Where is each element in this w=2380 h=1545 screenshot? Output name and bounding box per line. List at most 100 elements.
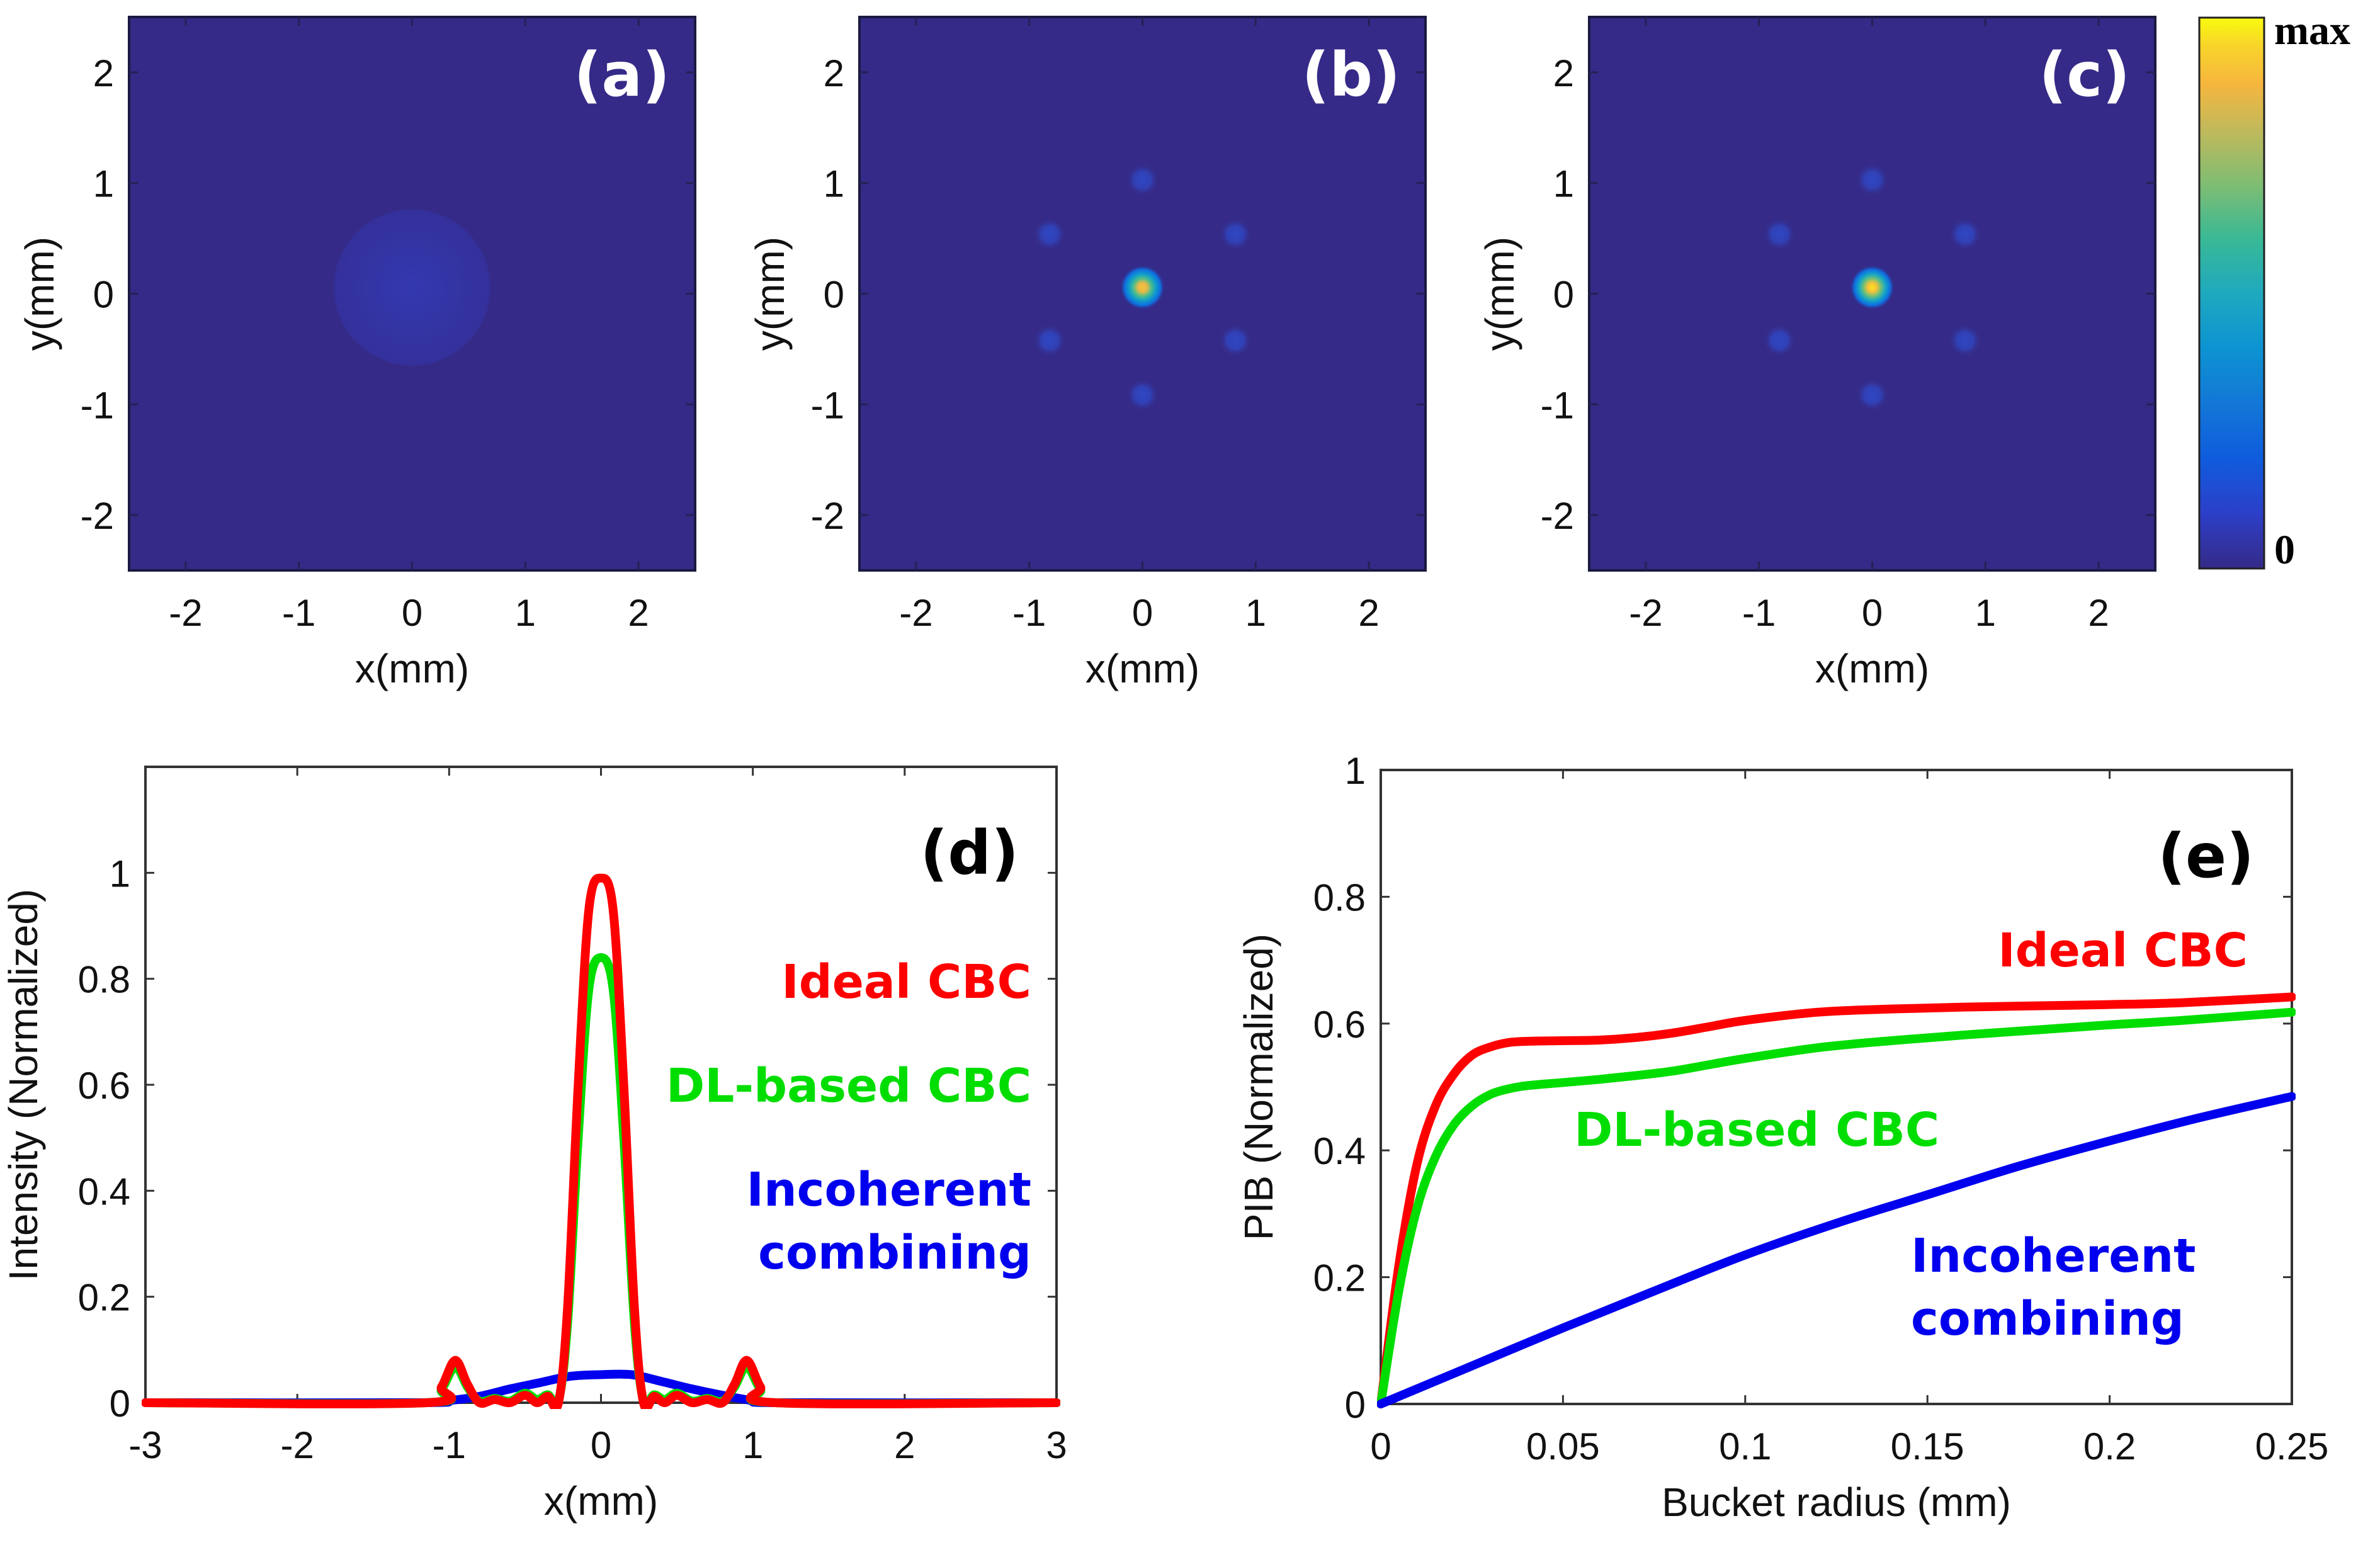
- y-tick-label: -2: [81, 495, 114, 537]
- y-axis-label: Intensity (Normalized): [1, 889, 46, 1281]
- x-tick-label: 2: [1358, 592, 1379, 634]
- y-tick-label: 0: [824, 274, 844, 316]
- x-tick-label: 2: [2088, 592, 2109, 634]
- series-annotation-incoherent: Incoherent: [746, 1163, 1031, 1217]
- colorbar: max 0: [2198, 8, 2350, 573]
- plot-frame: [1380, 769, 2293, 1405]
- x-tick-label: 0: [402, 592, 422, 634]
- side-lobe-spot: [1855, 378, 1890, 412]
- x-tick-label: 1: [742, 1424, 763, 1466]
- x-tick-label: 1: [1975, 592, 1996, 634]
- x-axis-label: Bucket radius (mm): [1662, 1480, 2011, 1525]
- y-tick-label: 0.8: [78, 959, 130, 1001]
- line-panels: -3 -2 -1 0 1 2 3 0 0.2 0.4 0.6 0.8 1 x(mm) Intensity (…: [1, 750, 2328, 1525]
- series-annotation-ideal: Ideal CBC: [1998, 924, 2248, 978]
- side-lobe-spot: [1218, 324, 1252, 358]
- series-annotation-dl: DL-based CBC: [666, 1059, 1031, 1113]
- x-tick-label: 2: [628, 592, 649, 634]
- heatmap-panels: -2 -1 0 1 2 -2 -1 0 1 2 x(mm) y(mm) (a) -2 -1 0 1 2 -2 -1 0 1…: [17, 16, 2156, 691]
- side-lobe-spot: [1947, 324, 1982, 358]
- x-tick-label: 0: [1862, 592, 1883, 634]
- y-axis-label: y(mm): [17, 237, 62, 351]
- y-tick-label: 0: [110, 1383, 130, 1425]
- colorbar-max-label: max: [2274, 8, 2350, 54]
- side-lobe-spot: [1033, 324, 1067, 358]
- panel-label: (d): [921, 818, 1019, 888]
- colorbar-gradient: [2198, 16, 2265, 570]
- side-lobe-spot: [1125, 378, 1160, 412]
- x-tick-label: 1: [515, 592, 536, 634]
- side-lobe-spot: [1218, 217, 1252, 251]
- y-tick-label: -1: [1541, 384, 1574, 426]
- y-tick-label: 1: [824, 163, 844, 205]
- x-tick-label: 0: [1370, 1425, 1391, 1468]
- colorbar-min-label: 0: [2274, 527, 2295, 573]
- x-tick-label: 0.2: [2083, 1425, 2136, 1468]
- x-tick-label: 0.05: [1526, 1425, 1600, 1468]
- series-annotation-dl: DL-based CBC: [1574, 1103, 1939, 1157]
- x-tick-label: -2: [280, 1424, 314, 1466]
- x-tick-label: -1: [1742, 592, 1776, 634]
- series-group: [142, 873, 1060, 1409]
- y-tick-label: 1: [110, 852, 130, 895]
- side-lobe-spot: [1033, 217, 1067, 251]
- y-axis-label: y(mm): [1477, 237, 1522, 351]
- y-tick-label: -1: [811, 384, 844, 426]
- x-tick-label: -1: [433, 1424, 466, 1466]
- heatmap-panel-a: -2 -1 0 1 2 -2 -1 0 1 2 x(mm) y(mm) (a): [17, 16, 696, 691]
- y-tick-label: 0.6: [1313, 1004, 1366, 1046]
- heatmap-panel-b: -2 -1 0 1 2 -2 -1 0 1 2 x(mm) y(mm) (b): [747, 16, 1427, 691]
- series-line-dl: [1377, 1007, 2296, 1408]
- y-tick-label: 2: [824, 52, 844, 94]
- side-lobe-spot: [1855, 162, 1890, 197]
- panel-label: (e): [2158, 821, 2254, 891]
- y-tick-label: 0.4: [1313, 1130, 1366, 1172]
- panel-label: (c): [2039, 40, 2130, 110]
- x-tick-label: 0.15: [1891, 1425, 1964, 1468]
- y-axis-label: y(mm): [747, 237, 793, 351]
- series-annotation-incoherent: combining: [758, 1226, 1031, 1280]
- series-group: [1377, 992, 2296, 1408]
- y-tick-label: 0: [1345, 1384, 1366, 1426]
- y-axis-label: PIB (Normalized): [1236, 934, 1281, 1240]
- y-tick-label: 0.2: [78, 1277, 130, 1319]
- x-tick-label: -3: [128, 1424, 162, 1466]
- main-lobe-spot: [1849, 264, 1895, 310]
- y-tick-label: 2: [1553, 52, 1574, 94]
- x-axis-label: x(mm): [355, 646, 469, 691]
- y-tick-label: 0: [93, 274, 114, 316]
- side-lobe-spot: [1125, 162, 1160, 197]
- line-panel-e: 0 0.05 0.1 0.15 0.2 0.25 0 0.2 0.4 0.6 0.8 1 Bucket …: [1236, 750, 2328, 1525]
- series-line-ideal: [142, 873, 1060, 1409]
- x-tick-label: -2: [1629, 592, 1662, 634]
- side-lobe-spot: [1762, 217, 1797, 251]
- x-tick-label: 1: [1245, 592, 1266, 634]
- side-lobe-spot: [1762, 324, 1797, 358]
- series-annotation-ideal: Ideal CBC: [781, 955, 1031, 1009]
- series-line-incoherent: [1377, 1092, 2296, 1408]
- x-tick-label: 0.1: [1719, 1425, 1771, 1468]
- x-tick-label: 2: [894, 1424, 915, 1466]
- series-annotation-incoherent: Incoherent: [1911, 1229, 2196, 1283]
- panel-label: (a): [574, 40, 670, 110]
- y-tick-label: 0.8: [1313, 876, 1366, 919]
- y-tick-label: 1: [1345, 750, 1366, 792]
- diffuse-spot: [332, 208, 492, 367]
- x-tick-label: 0.25: [2255, 1425, 2329, 1468]
- x-tick-label: 3: [1046, 1424, 1067, 1466]
- x-tick-label: 0: [1132, 592, 1153, 634]
- x-axis-label: x(mm): [1085, 646, 1199, 691]
- line-panel-d: -3 -2 -1 0 1 2 3 0 0.2 0.4 0.6 0.8 1 x(mm) Intensity (…: [1, 766, 1067, 1524]
- y-tick-label: 2: [93, 52, 114, 94]
- x-axis-label: x(mm): [1815, 646, 1929, 691]
- main-lobe-spot: [1119, 264, 1165, 310]
- side-lobe-spot: [1947, 217, 1982, 251]
- heatmap-panel-c: -2 -1 0 1 2 -2 -1 0 1 2 x(mm) y(mm) (c): [1477, 16, 2156, 691]
- y-tick-label: -2: [811, 495, 844, 537]
- y-tick-label: 1: [93, 163, 114, 205]
- x-tick-label: -1: [282, 592, 315, 634]
- y-tick-label: 0.2: [1313, 1257, 1366, 1299]
- y-tick-label: 1: [1553, 163, 1574, 205]
- x-tick-label: 0: [591, 1424, 611, 1466]
